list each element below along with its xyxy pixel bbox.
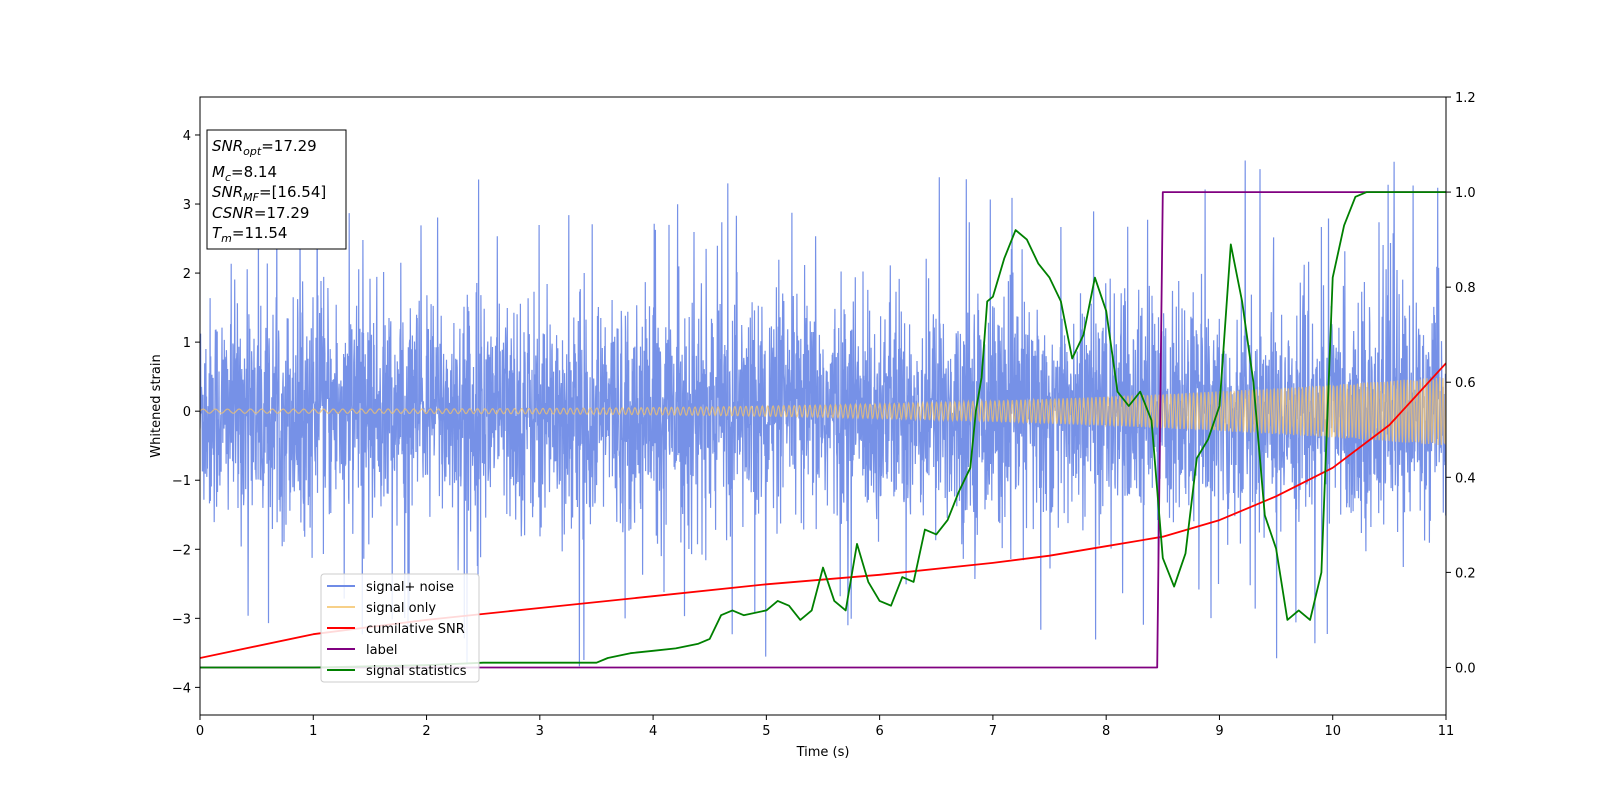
y-tick-label: −1 [172, 474, 191, 489]
legend-label: signal statistics [366, 664, 467, 679]
y-tick-label: 2 [183, 267, 191, 282]
legend-label: signal+ noise [366, 580, 454, 595]
y-axis-label: Whitened strain [149, 354, 164, 457]
info-annotation-box: SNRopt=17.29 Mc=8.14SNRMF=[16.54]CSNR=17.… [207, 130, 346, 249]
y2-tick-label: 1.2 [1455, 91, 1476, 106]
y2-tick-label: 0.2 [1455, 566, 1476, 581]
y2-tick-label: 0.4 [1455, 471, 1476, 486]
y2-tick-label: 1.0 [1455, 186, 1476, 201]
info-line: CSNR=17.29 [212, 204, 309, 222]
x-tick-label: 11 [1438, 724, 1455, 739]
x-tick-label: 8 [1102, 724, 1110, 739]
x-tick-label: 2 [422, 724, 430, 739]
x-tick-label: 6 [875, 724, 883, 739]
x-tick-label: 3 [536, 724, 544, 739]
y-tick-label: 4 [183, 129, 191, 144]
y2-tick-label: 0.8 [1455, 281, 1476, 296]
x-tick-label: 1 [309, 724, 317, 739]
legend-label: signal only [366, 601, 436, 616]
x-tick-label: 9 [1215, 724, 1223, 739]
y-tick-label: −2 [172, 543, 191, 558]
y2-tick-label: 0.6 [1455, 376, 1476, 391]
x-tick-label: 4 [649, 724, 657, 739]
x-tick-label: 10 [1324, 724, 1341, 739]
y-tick-label: −3 [172, 612, 191, 627]
y-tick-label: 1 [183, 336, 191, 351]
legend-label: cumilative SNR [366, 622, 465, 637]
info-line: Mc=8.14 [212, 163, 277, 184]
y-tick-label: −4 [172, 681, 191, 696]
x-axis-label: Time (s) [796, 745, 850, 760]
info-line: SNRopt=17.29 [212, 137, 317, 158]
x-tick-label: 7 [989, 724, 997, 739]
y-tick-label: 3 [183, 198, 191, 213]
info-line: SNRMF=[16.54] [212, 183, 326, 204]
x-tick-label: 5 [762, 724, 770, 739]
y2-tick-label: 0.0 [1455, 661, 1476, 676]
legend: signal+ noise signal only cumilative SNR la… [321, 574, 479, 682]
x-tick-label: 0 [196, 724, 204, 739]
y-tick-label: 0 [183, 405, 191, 420]
legend-label: label [366, 643, 397, 658]
